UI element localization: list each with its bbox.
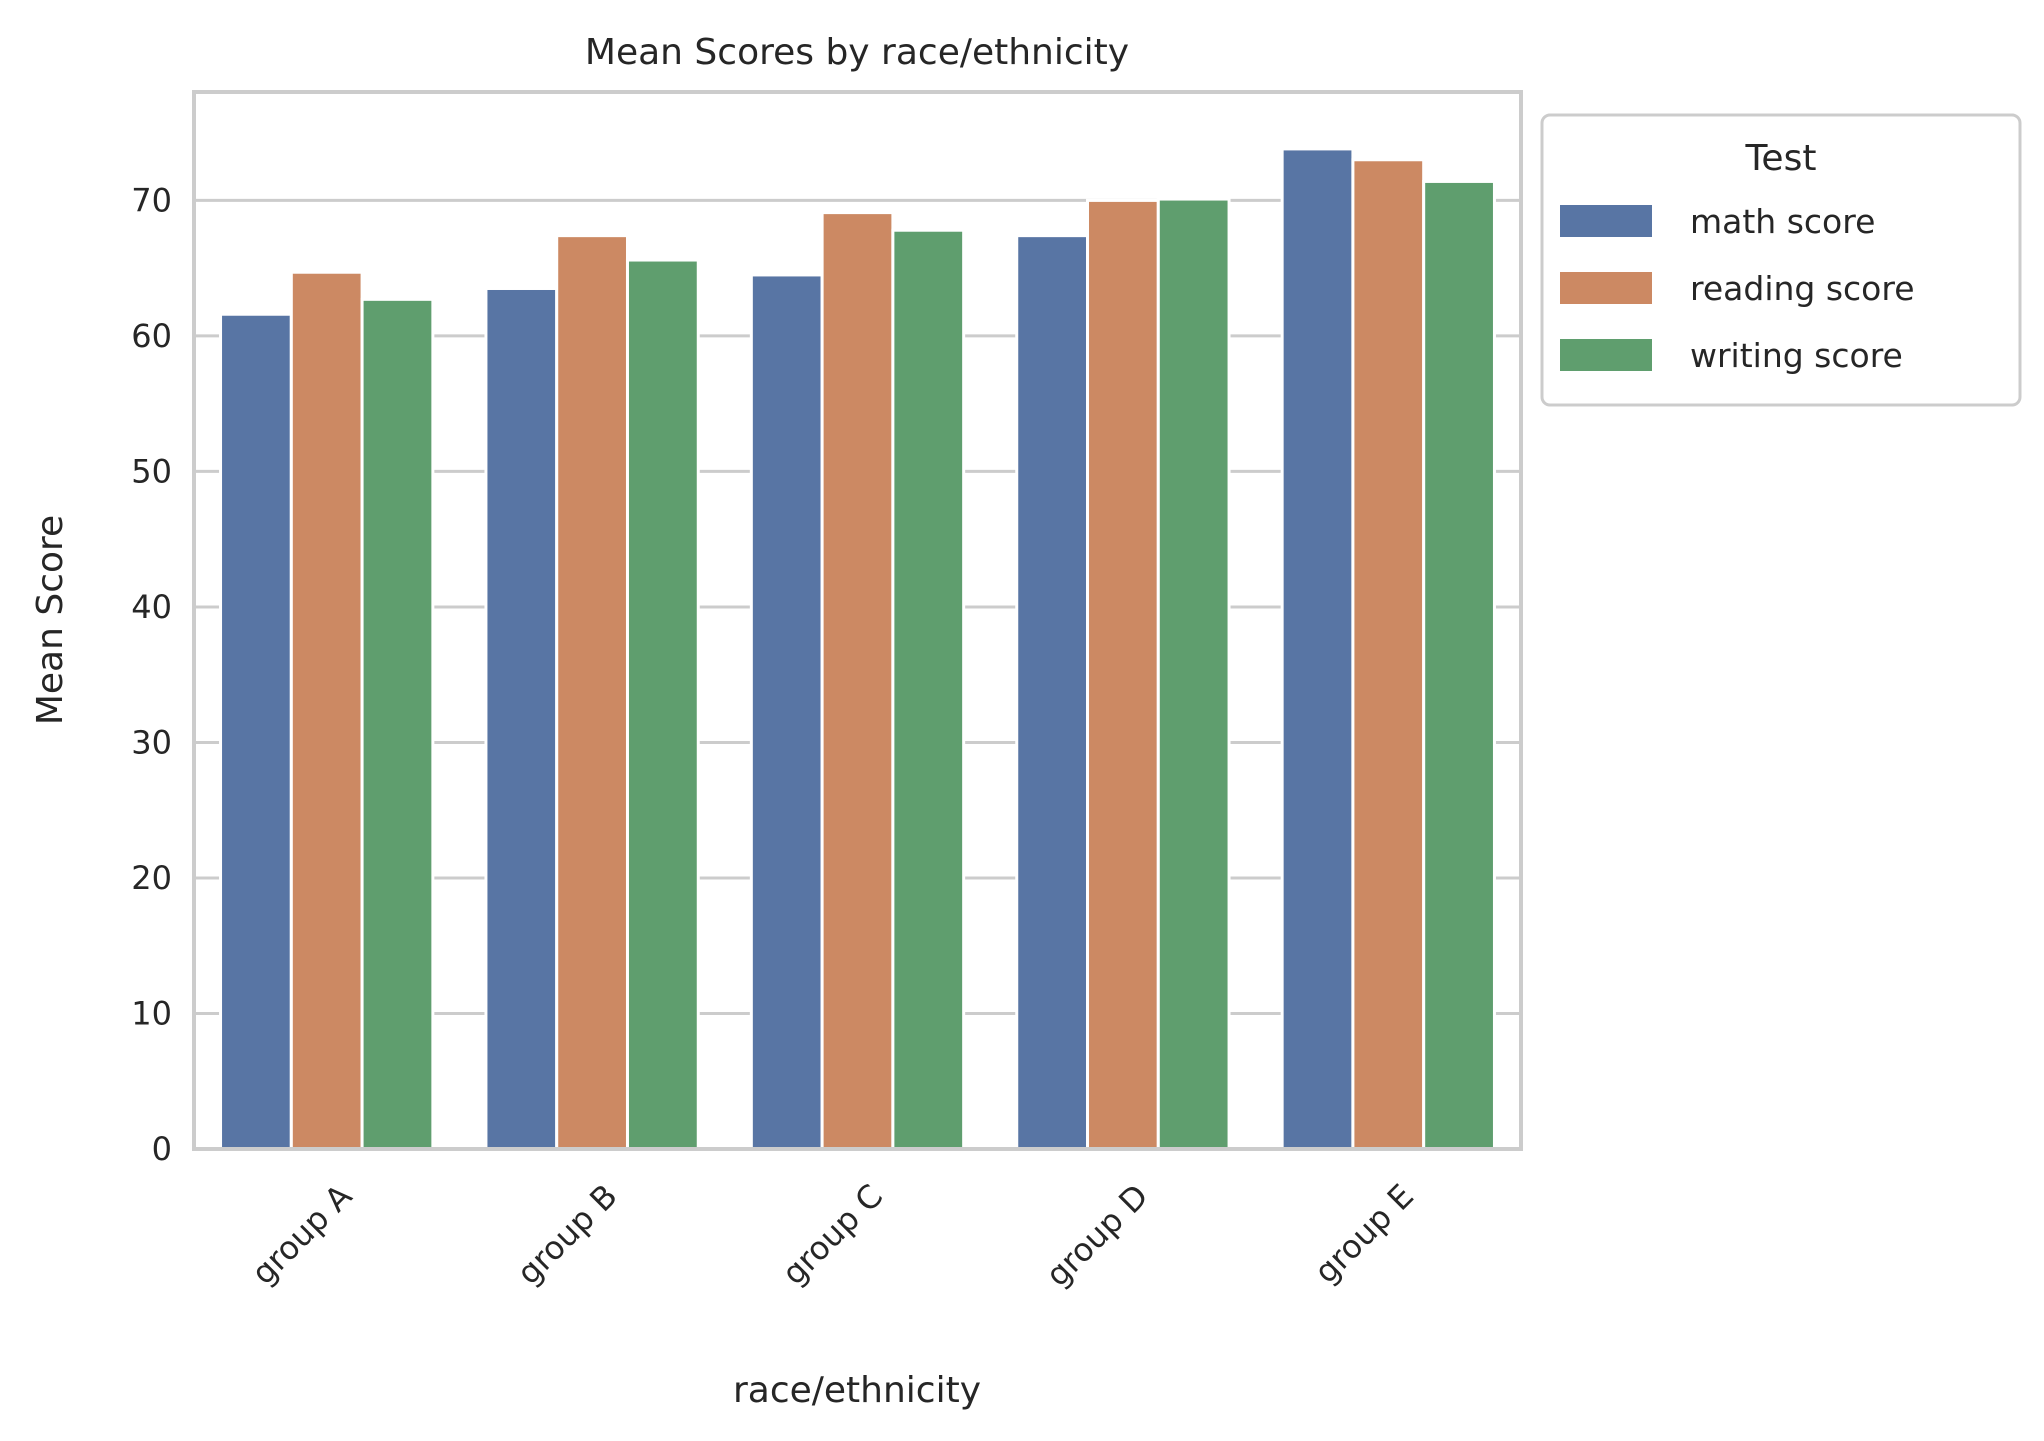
bar-reading-score-group-E — [1351, 158, 1426, 1151]
bar-math-score-group-C — [749, 273, 824, 1151]
y-tick-label: 20 — [131, 859, 172, 897]
y-tick-labels: 0 10 20 30 40 50 60 70 — [131, 181, 172, 1168]
bar-writing-score-group-B — [625, 258, 700, 1151]
bar-writing-score-group-D — [1156, 197, 1231, 1151]
legend-label: reading score — [1690, 269, 1915, 308]
bar-math-score-group-E — [1280, 147, 1355, 1151]
bar-reading-score-group-B — [555, 234, 629, 1151]
y-tick-label: 40 — [131, 588, 172, 626]
bar-reading-score-group-C — [820, 211, 895, 1151]
bar-math-score-group-A — [219, 312, 293, 1151]
y-tick-label: 30 — [131, 723, 172, 761]
bar-reading-score-group-A — [289, 270, 364, 1151]
legend-swatch — [1560, 339, 1652, 371]
y-tick-label: 10 — [131, 994, 172, 1032]
bar-math-score-group-D — [1015, 234, 1090, 1151]
legend-items: math score reading score writing score — [1560, 202, 1915, 375]
y-axis-label: Mean Score — [30, 515, 71, 725]
bars-group — [219, 147, 1496, 1151]
legend-label: math score — [1690, 202, 1875, 241]
bar-writing-score-group-E — [1422, 179, 1496, 1151]
bar-writing-score-group-C — [891, 228, 966, 1151]
y-tick-label: 60 — [131, 317, 172, 355]
y-tick-label: 70 — [131, 181, 172, 219]
y-tick-label: 0 — [152, 1130, 172, 1168]
bar-writing-score-group-A — [360, 297, 435, 1151]
x-axis-label: race/ethnicity — [733, 1370, 981, 1411]
bar-reading-score-group-D — [1086, 198, 1160, 1151]
legend-swatch — [1560, 272, 1652, 304]
legend-box — [1540, 113, 2022, 407]
legend-swatch — [1560, 205, 1652, 237]
legend-title: Test — [1745, 138, 1817, 179]
chart-title: Mean Scores by race/ethnicity — [585, 32, 1129, 73]
legend-label: writing score — [1690, 336, 1903, 375]
plot-frame — [192, 90, 1523, 1151]
bar-math-score-group-B — [484, 286, 559, 1151]
y-tick-label: 50 — [131, 452, 172, 490]
legend: Test math score reading score writing scor… — [1540, 113, 2022, 407]
